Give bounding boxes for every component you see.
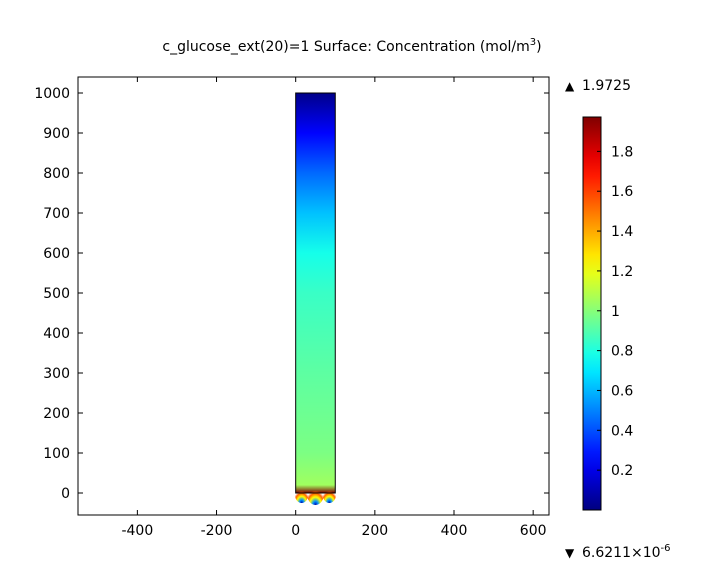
- y-tick-label: 0: [61, 486, 70, 502]
- x-tick-label: -400: [121, 523, 153, 539]
- domain-outline: [295, 92, 336, 494]
- colorbar-tick-label: 1.4: [611, 224, 633, 240]
- colorbar-min-marker-icon: ▼: [565, 546, 575, 560]
- colorbar-tick-label: 1.6: [611, 184, 633, 200]
- colorbar-tick-label: 1.2: [611, 264, 633, 280]
- x-tick-label: 600: [520, 523, 547, 539]
- colorbar-tick-label: 1.8: [611, 144, 633, 160]
- concentration-surface: [294, 92, 337, 505]
- x-tick-label: 0: [291, 523, 300, 539]
- y-tick-label: 800: [43, 166, 70, 182]
- x-axis: -400 -200 0 200 400 600: [121, 77, 547, 539]
- x-tick-label: 200: [361, 523, 388, 539]
- colorbar-tick-label: 0.6: [611, 383, 633, 399]
- x-tick-label: -200: [201, 523, 233, 539]
- plot-frame: [77, 76, 550, 516]
- y-tick-label: 300: [43, 366, 70, 382]
- colorbar-tick-label: 0.4: [611, 423, 633, 439]
- x-tick-label: 400: [441, 523, 468, 539]
- colorbar-tick-label: 1: [611, 304, 620, 320]
- y-tick-label: 1000: [34, 86, 70, 102]
- chart-title: c_glucose_ext(20)=1 Surface: Concentrati…: [162, 37, 541, 55]
- colorbar-max-marker-icon: ▲: [565, 79, 575, 93]
- colorbar-max-label: 1.9725: [582, 78, 631, 94]
- y-axis: 0 100 200 300 400 500 600 700 800 900 1000: [34, 86, 549, 502]
- y-tick-label: 200: [43, 406, 70, 422]
- y-tick-label: 100: [43, 446, 70, 462]
- colorbar-min-label: 6.6211×10-6: [582, 543, 671, 561]
- y-tick-label: 700: [43, 206, 70, 222]
- y-tick-label: 900: [43, 126, 70, 142]
- y-tick-label: 400: [43, 326, 70, 342]
- colorbar-tick-label: 0.2: [611, 463, 633, 479]
- colorbar-scale: [582, 116, 602, 511]
- y-tick-label: 600: [43, 246, 70, 262]
- y-tick-label: 500: [43, 286, 70, 302]
- colorbar-tick-label: 0.8: [611, 344, 633, 360]
- colorbar: 0.2 0.4 0.6 0.8 1 1.2 1.4 1.6 1.8: [582, 116, 633, 511]
- domain-rect: [295, 93, 336, 493]
